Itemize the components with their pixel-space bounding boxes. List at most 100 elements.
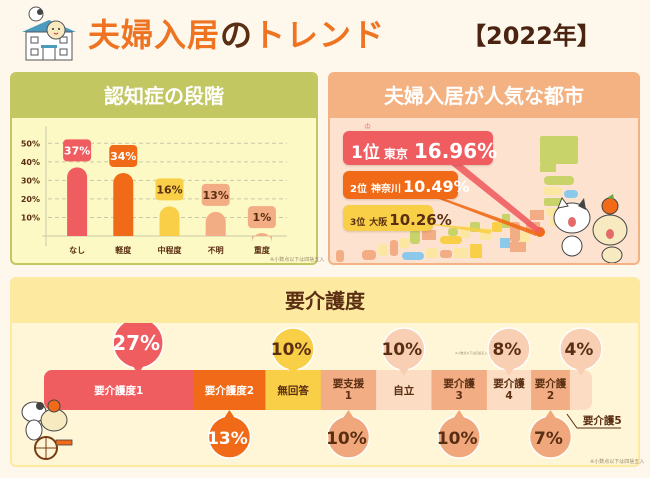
segment-label: 要介護度2 xyxy=(205,384,254,397)
bar xyxy=(113,172,134,236)
percent-bubble: 27% xyxy=(112,323,164,374)
segment xyxy=(193,370,266,410)
category-label: なし xyxy=(69,246,85,255)
leader-line xyxy=(566,413,578,429)
bar-group: 34% xyxy=(109,144,138,236)
value-label: 37% xyxy=(64,144,90,157)
cities-panel-title: 夫婦入居が人気な都市 xyxy=(330,74,638,118)
city-rank-1: 1位 東京 16.96% xyxy=(343,131,497,165)
city-name: 神奈川 xyxy=(370,184,401,195)
rounding-note-left: ※小数点以下は四捨五入 xyxy=(270,257,325,263)
rounding-note-bottom: ※小数点以下は四捨五入 xyxy=(590,459,645,465)
value-label-box xyxy=(201,183,230,206)
segment-label: 要介護5 xyxy=(583,414,622,427)
value-label: 13% xyxy=(203,189,229,202)
percent-bubble: 10% xyxy=(271,327,315,376)
percent-label: 10% xyxy=(326,429,367,449)
segment-label: 要介護 xyxy=(535,377,567,390)
city-name: 大阪 xyxy=(369,218,388,228)
segment-label: 要介護度1 xyxy=(94,384,143,397)
japan-map-illustration xyxy=(336,136,628,263)
percent-bubble: 8% xyxy=(487,327,531,376)
y-tick-label: 10% xyxy=(21,213,40,222)
value-label: 34% xyxy=(110,150,136,163)
segment-label: 要支援 xyxy=(333,377,365,390)
bubbles: 27% 13% 10% 10% 10% 10% 8% 7% 4% xyxy=(112,323,603,459)
title-part-1: 夫婦入居 xyxy=(88,16,221,54)
city-rank-3: 3位 大阪 10.26% xyxy=(343,205,452,231)
percent-label: 10% xyxy=(271,340,312,360)
segment xyxy=(531,370,571,410)
value-label-box xyxy=(247,206,276,229)
city-rank-label: 2位 xyxy=(350,184,367,195)
crown-icon: ♔ xyxy=(364,122,372,131)
value-label: 16% xyxy=(156,183,182,196)
percent-label: 10% xyxy=(381,340,422,360)
cat-house-icon xyxy=(22,6,76,61)
percent-bubble: 10% xyxy=(381,327,426,376)
bar xyxy=(205,211,226,236)
percent-label: 8% xyxy=(493,340,522,360)
city-rank-2: 2位 神奈川 10.49% xyxy=(343,171,470,199)
percent-bubble: 10% xyxy=(326,410,371,459)
category-label: 不明 xyxy=(208,246,224,255)
segment-label: 2 xyxy=(547,390,554,402)
percent-label: 4% xyxy=(564,340,593,360)
care-level-title: 要介護度 xyxy=(12,279,638,323)
y-tick-label: 20% xyxy=(21,195,40,204)
stacked-bar xyxy=(44,370,592,410)
city-name: 東京 xyxy=(383,147,408,161)
care-level-stacked-bar: 27% 13% 10% 10% 10% 10% 8% 7% 4% 要介護度1 要介護度2 無回答 要支援… xyxy=(44,323,622,459)
percent-label: 27% xyxy=(112,331,160,355)
percent-bubble: 7% xyxy=(528,410,573,459)
city-percent: 16.96% xyxy=(413,139,498,163)
percent-label: 7% xyxy=(534,429,563,449)
title-year: 【2022年】 xyxy=(462,22,601,50)
cheering-cats-illustration xyxy=(553,194,628,263)
segment-label: 要介護 xyxy=(443,377,475,390)
page-title: 夫婦入居のトレンド xyxy=(88,10,385,56)
city-rank-label: 1位 xyxy=(351,143,380,163)
percent-bubble: 4% xyxy=(559,327,603,376)
segment-label: 4 xyxy=(505,390,512,402)
value-label: 1% xyxy=(253,211,272,224)
value-label-box xyxy=(155,178,184,201)
wheelchair-cats-illustration xyxy=(21,399,73,460)
bar-group: 16% xyxy=(155,178,184,236)
segment-label: 自立 xyxy=(393,384,414,397)
city-percent: 10.26% xyxy=(389,211,452,229)
percent-label: 13% xyxy=(207,429,248,449)
bar-group: 37% xyxy=(63,139,92,236)
bar-group: 13% xyxy=(201,183,230,236)
dementia-bar-chart: 10% 20% 30% 40% 50% 37% なし 34% 軽度 16% 中程度 13% 不明 1% 重度 xyxy=(21,126,287,255)
y-tick-label: 40% xyxy=(21,158,40,167)
value-label-box xyxy=(63,139,92,162)
category-label: 中程度 xyxy=(158,245,183,255)
percent-bubble: 10% xyxy=(437,410,481,459)
segment xyxy=(569,370,592,410)
y-tick-label: 30% xyxy=(21,176,40,185)
title-part-2: の xyxy=(220,16,254,54)
bar-group: 1% xyxy=(247,206,276,243)
bar xyxy=(159,206,180,236)
segment xyxy=(44,370,194,410)
city-percent: 10.49% xyxy=(402,177,470,196)
title-part-3: トレンド xyxy=(253,16,386,54)
segment-label: 3 xyxy=(455,390,462,402)
category-label: 重度 xyxy=(254,245,271,255)
header: 夫婦入居のトレンド 【2022年】 xyxy=(0,0,650,66)
value-label-box xyxy=(109,144,138,167)
bar xyxy=(67,167,88,236)
city-rank-label: 3位 xyxy=(350,218,366,228)
percent-label: 10% xyxy=(437,429,478,449)
percent-bubble: 13% xyxy=(207,410,252,459)
bar xyxy=(251,233,272,243)
rounding-note-mid: ※小数点以下は四捨五入 xyxy=(455,351,488,355)
y-tick-label: 50% xyxy=(21,139,40,148)
segment xyxy=(265,370,322,410)
popular-cities-panel: 夫婦入居が人気な都市 xyxy=(328,72,640,265)
segment xyxy=(320,370,377,410)
segment xyxy=(431,370,488,410)
segment-label: 無回答 xyxy=(277,384,309,397)
segment-label: 1 xyxy=(345,390,352,402)
